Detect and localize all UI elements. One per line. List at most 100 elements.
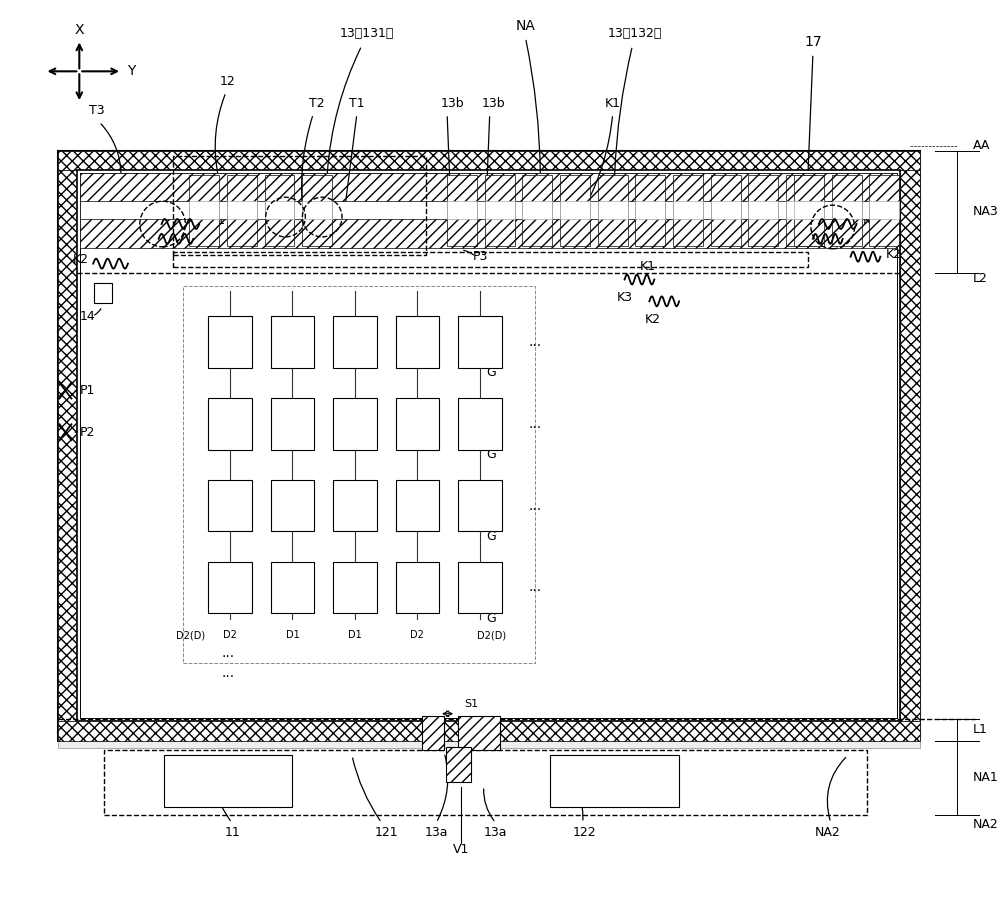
Text: ...: ... [529, 581, 542, 594]
Bar [333, 316, 377, 368]
Text: V1: V1 [453, 843, 469, 856]
Bar [748, 201, 778, 219]
Bar [485, 176, 515, 246]
Bar [560, 176, 590, 246]
Bar [173, 156, 426, 255]
Bar [208, 480, 252, 531]
Bar [333, 480, 377, 531]
Text: K2: K2 [885, 248, 901, 261]
Text: R: R [226, 583, 234, 593]
Text: R: R [226, 419, 234, 429]
Bar [485, 201, 515, 219]
Bar [104, 750, 867, 814]
Text: G: G [476, 583, 484, 593]
Text: 122: 122 [573, 826, 597, 839]
Bar [550, 756, 679, 807]
Text: R: R [226, 500, 234, 511]
Text: ...: ... [529, 417, 542, 430]
Bar [786, 201, 816, 219]
Bar [208, 316, 252, 368]
Bar [869, 201, 899, 219]
Text: G: G [486, 530, 496, 543]
Bar [58, 720, 920, 740]
Text: ...: ... [221, 646, 235, 660]
Bar [458, 480, 502, 531]
Text: K2: K2 [644, 313, 660, 325]
Text: NA2: NA2 [973, 818, 998, 832]
Bar [189, 176, 219, 246]
Text: B: B [351, 419, 359, 429]
Text: 13（132）: 13（132） [607, 27, 662, 40]
Bar [598, 176, 628, 246]
Bar [80, 201, 897, 219]
Bar [80, 173, 897, 718]
Text: D1: D1 [348, 631, 362, 641]
Text: 13a: 13a [484, 826, 507, 839]
Text: R: R [413, 583, 421, 593]
Text: NA3: NA3 [973, 205, 998, 218]
Text: K1: K1 [605, 97, 621, 110]
Bar [522, 176, 552, 246]
Bar [832, 176, 862, 246]
Text: K1: K1 [210, 214, 226, 226]
Text: B: B [351, 583, 359, 593]
Text: P3: P3 [473, 250, 489, 264]
Text: 12: 12 [220, 74, 236, 88]
Text: 17: 17 [804, 34, 822, 49]
Bar [673, 176, 703, 246]
Bar [333, 398, 377, 449]
Text: D2: D2 [410, 631, 424, 641]
Text: K3: K3 [848, 232, 864, 246]
Text: P1: P1 [80, 384, 95, 397]
Bar [446, 747, 471, 782]
Bar [794, 176, 824, 246]
Text: G: G [486, 366, 496, 380]
Text: ...: ... [529, 335, 542, 349]
Bar [77, 170, 900, 720]
Bar [447, 201, 477, 219]
Bar [173, 252, 808, 266]
Bar [458, 316, 502, 368]
Text: G: G [476, 500, 484, 511]
Text: 11: 11 [225, 826, 241, 839]
Text: B: B [351, 337, 359, 347]
Bar [208, 398, 252, 449]
Bar [711, 201, 741, 219]
Text: G: G [288, 583, 297, 593]
Bar [58, 170, 77, 720]
Bar [227, 201, 257, 219]
Text: S1: S1 [464, 699, 478, 708]
Text: L1: L1 [973, 723, 987, 736]
Text: NA1: NA1 [973, 771, 998, 785]
Text: G: G [476, 337, 484, 347]
Bar [396, 562, 439, 613]
Bar [271, 480, 314, 531]
Bar [183, 286, 535, 663]
Bar [265, 176, 294, 246]
Bar [794, 201, 824, 219]
Bar [447, 176, 477, 246]
Text: 14: 14 [79, 310, 95, 323]
Text: K3: K3 [205, 234, 221, 246]
Bar [869, 176, 899, 246]
Bar [227, 176, 257, 246]
Text: D2: D2 [223, 631, 237, 641]
Text: K2: K2 [73, 253, 89, 266]
Bar [396, 316, 439, 368]
Bar [900, 170, 920, 720]
Bar [748, 176, 778, 246]
Bar [271, 316, 314, 368]
Bar [58, 720, 920, 740]
Text: B: B [351, 500, 359, 511]
Bar [522, 201, 552, 219]
Bar [302, 176, 332, 246]
Text: L2: L2 [973, 272, 987, 285]
Bar [208, 562, 252, 613]
Bar [396, 398, 439, 449]
Bar [832, 201, 862, 219]
Bar [560, 201, 590, 219]
Bar [271, 562, 314, 613]
Bar [333, 562, 377, 613]
Text: 13（131）: 13（131） [340, 27, 394, 40]
Bar [164, 756, 292, 807]
